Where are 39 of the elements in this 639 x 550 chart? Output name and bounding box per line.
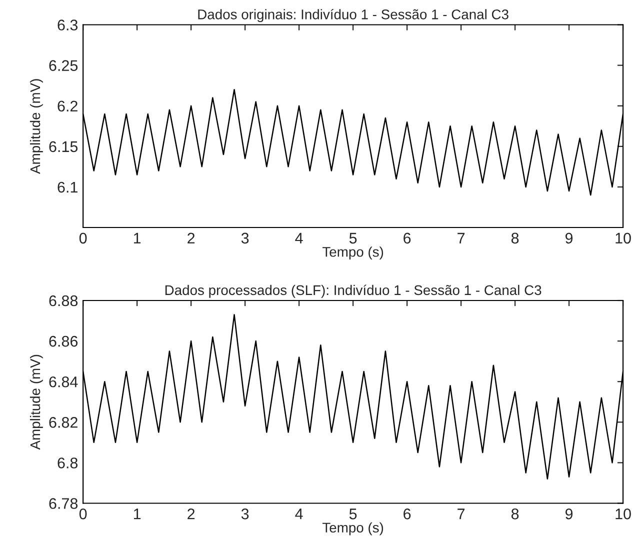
y-tick-label: 6.3 bbox=[58, 20, 78, 30]
x-tick-label: 9 bbox=[566, 508, 573, 520]
y-tick-label: 6.86 bbox=[49, 336, 78, 347]
x-tick-label: 8 bbox=[511, 232, 519, 244]
x-tick-label: 6 bbox=[404, 508, 411, 520]
x-tick-label: 5 bbox=[349, 508, 357, 520]
y-tick-label: 6.84 bbox=[49, 376, 78, 388]
x-tick-label: 2 bbox=[188, 232, 195, 244]
y-tick-label: 6.25 bbox=[49, 60, 78, 71]
y-tick-label: 6.88 bbox=[49, 295, 78, 306]
y-tick-label: 6.8 bbox=[58, 458, 78, 468]
x-tick-label: 3 bbox=[241, 232, 249, 244]
x-tick-label: 4 bbox=[295, 508, 303, 520]
y-tick-label: 6.82 bbox=[49, 417, 78, 428]
x-tick-label: 2 bbox=[188, 508, 195, 520]
x-tick-label: 4 bbox=[295, 232, 303, 244]
y-tick-label: 6.15 bbox=[49, 141, 78, 152]
x-tick-label: 0 bbox=[79, 508, 87, 520]
x-tick-label: 10 bbox=[616, 508, 631, 520]
x-tick-label: 9 bbox=[566, 232, 573, 244]
x-tick-label: 3 bbox=[241, 508, 249, 520]
x-tick-label: 6 bbox=[404, 232, 411, 244]
x-tick-label: 0 bbox=[79, 232, 87, 244]
y-axis-title: Amplitude (mV) bbox=[30, 354, 43, 450]
x-tick-label: 8 bbox=[511, 508, 519, 520]
x-tick-label: 7 bbox=[458, 232, 465, 244]
x-axis-title: Tempo (s) bbox=[322, 246, 384, 260]
y-tick-label: 6.78 bbox=[49, 498, 78, 509]
x-axis-title: Tempo (s) bbox=[322, 522, 384, 536]
y-tick-label: 6.1 bbox=[58, 182, 78, 193]
x-tick-label: 7 bbox=[458, 508, 465, 520]
x-tick-label: 5 bbox=[349, 232, 357, 244]
x-tick-label: 10 bbox=[616, 232, 631, 244]
x-tick-label: 1 bbox=[134, 508, 141, 520]
y-axis-title: Amplitude (mV) bbox=[30, 79, 43, 174]
y-tick-label: 6.2 bbox=[58, 100, 78, 112]
x-tick-label: 1 bbox=[134, 232, 141, 244]
chart-title: Dados originais: Indivíduo 1 - Sessão 1 - Canal C3 bbox=[198, 8, 508, 22]
chart-title: Dados processados (SLF): Indivíduo 1 - Sessão 1 - Canal C3 bbox=[165, 284, 542, 298]
